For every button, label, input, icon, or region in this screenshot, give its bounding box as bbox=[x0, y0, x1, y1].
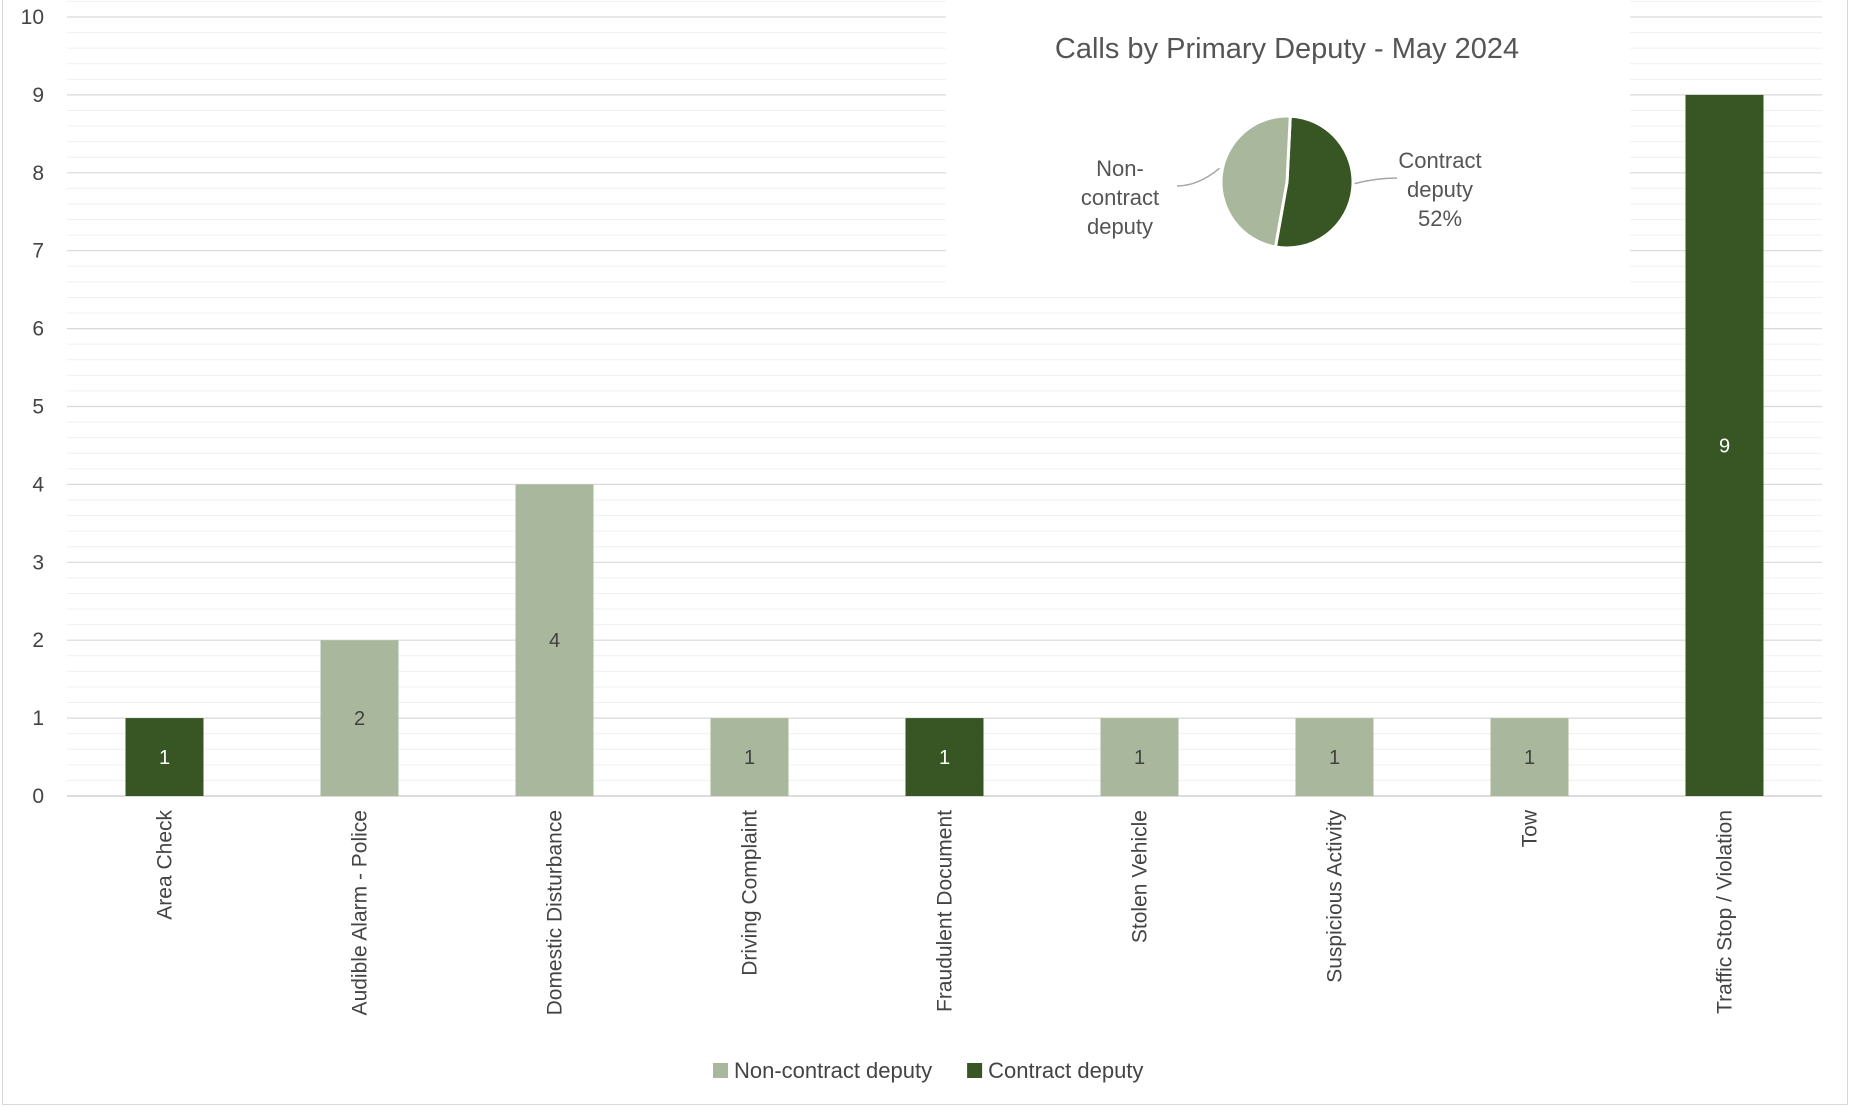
data-label: 1 bbox=[1524, 747, 1535, 769]
y-tick-label: 7 bbox=[32, 240, 44, 263]
bar bbox=[1685, 94, 1764, 796]
data-label: 1 bbox=[1329, 747, 1340, 769]
x-category-label: Tow bbox=[1519, 809, 1542, 847]
bar bbox=[320, 640, 399, 796]
legend-swatch bbox=[713, 1063, 728, 1078]
y-tick-label: 6 bbox=[32, 318, 44, 341]
pie-slice bbox=[1219, 114, 1292, 249]
data-label: 1 bbox=[1134, 747, 1145, 769]
data-label: 1 bbox=[744, 747, 755, 769]
bar bbox=[1490, 718, 1569, 796]
y-tick-label: 9 bbox=[32, 84, 44, 107]
data-label: 9 bbox=[1719, 435, 1730, 457]
y-tick-label: 2 bbox=[32, 629, 44, 652]
pie: Contract deputy 52% Non-contract deputy bbox=[1081, 114, 1482, 250]
data-label: 4 bbox=[549, 630, 560, 652]
pie-leader-line bbox=[1176, 167, 1220, 187]
y-tick-label: 8 bbox=[32, 162, 44, 185]
data-label: 2 bbox=[354, 708, 365, 730]
x-category-label: Driving Complaint bbox=[739, 810, 762, 976]
bars: 1 2 4 1 1 1 1 1 9 bbox=[125, 94, 1764, 796]
bar bbox=[1295, 718, 1374, 796]
x-category-label: Stolen Vehicle bbox=[1129, 810, 1152, 943]
pie-leader-line bbox=[1354, 177, 1398, 185]
x-category-label: Traffic Stop / Violation bbox=[1714, 810, 1737, 1014]
x-category-label: Fraudulent Document bbox=[934, 810, 957, 1012]
bar bbox=[1100, 718, 1179, 796]
pie-label: deputy bbox=[1407, 177, 1473, 202]
legend: Non-contract deputy Contract deputy bbox=[713, 1058, 1143, 1083]
x-category-label: Domestic Disturbance bbox=[544, 810, 567, 1015]
legend-label: Contract deputy bbox=[988, 1058, 1143, 1083]
x-category-label: Suspicious Activity bbox=[1324, 810, 1347, 983]
x-category-label: Audible Alarm - Police bbox=[349, 810, 372, 1015]
legend-label: Non-contract deputy bbox=[734, 1058, 932, 1083]
pie-label: Non- bbox=[1096, 156, 1144, 181]
pie-label: Contract bbox=[1398, 148, 1481, 173]
data-label: 1 bbox=[159, 747, 170, 769]
pie-title: Calls by Primary Deputy - May 2024 bbox=[1055, 33, 1519, 65]
pie-slice bbox=[1273, 114, 1355, 250]
legend-swatch bbox=[967, 1063, 983, 1078]
bar bbox=[710, 718, 789, 796]
data-label: 1 bbox=[939, 747, 950, 769]
y-tick-label: 4 bbox=[32, 473, 44, 496]
pie-label: deputy bbox=[1087, 214, 1153, 239]
bar bbox=[515, 484, 594, 796]
y-tick-label: 3 bbox=[32, 551, 44, 574]
y-tick-label: 5 bbox=[32, 396, 44, 419]
x-category-label: Area Check bbox=[154, 810, 177, 920]
y-tick-label: 1 bbox=[32, 707, 44, 730]
bar bbox=[125, 718, 204, 796]
y-tick-label: 10 bbox=[21, 6, 44, 29]
pie-label: contract bbox=[1081, 185, 1159, 210]
y-tick-label: 0 bbox=[32, 785, 44, 808]
pie-label: 52% bbox=[1418, 206, 1462, 231]
bar bbox=[905, 718, 984, 796]
